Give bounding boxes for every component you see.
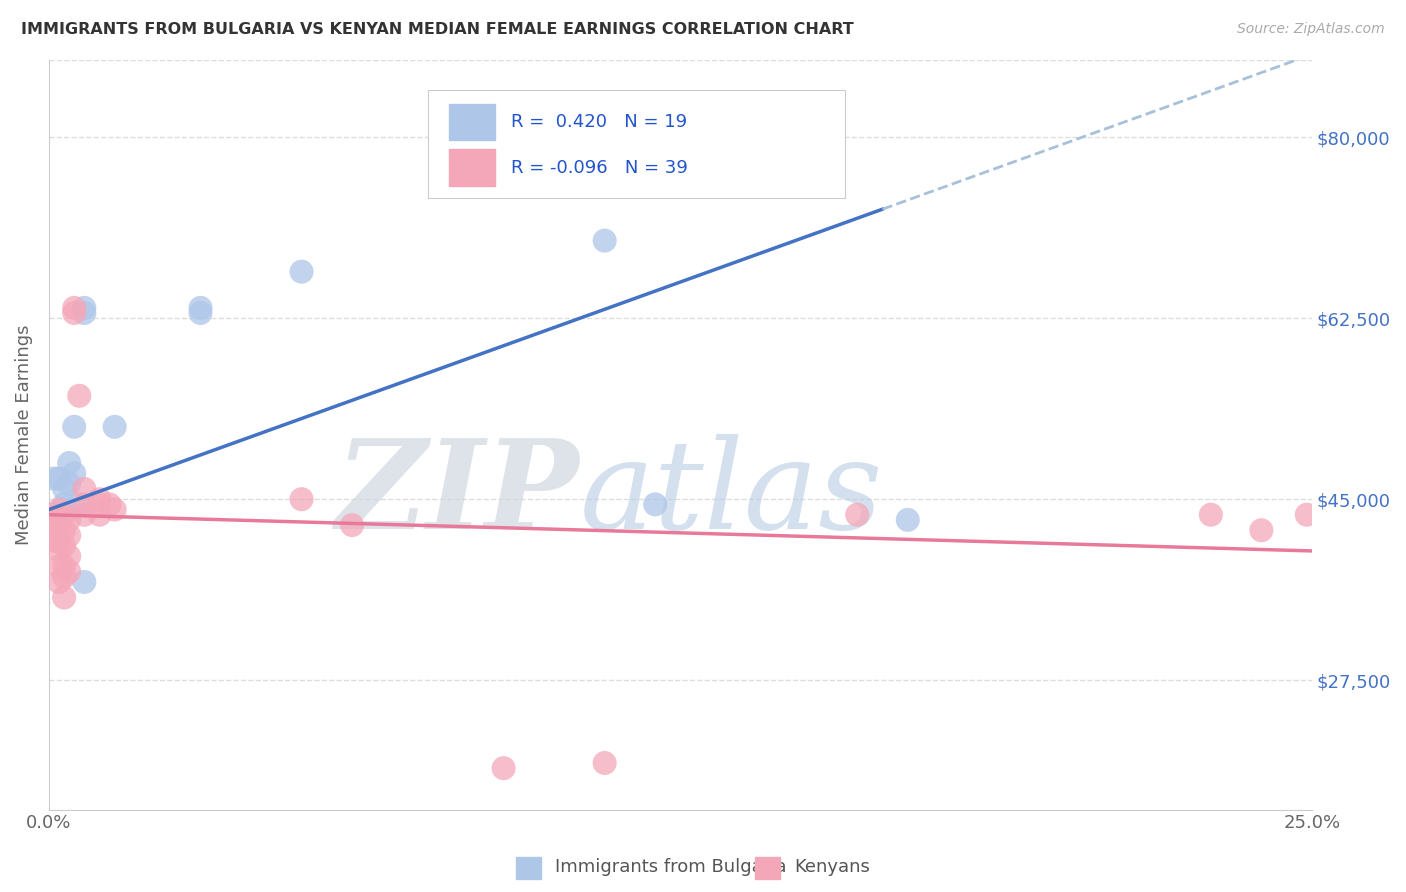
Text: Source: ZipAtlas.com: Source: ZipAtlas.com bbox=[1237, 22, 1385, 37]
Point bbox=[89, 497, 111, 511]
Point bbox=[63, 301, 86, 315]
Point bbox=[593, 756, 616, 770]
FancyBboxPatch shape bbox=[450, 149, 495, 186]
Point bbox=[42, 533, 65, 548]
Point bbox=[63, 419, 86, 434]
Point bbox=[42, 471, 65, 485]
Point bbox=[340, 518, 363, 533]
Point bbox=[58, 476, 80, 491]
Point bbox=[73, 482, 96, 496]
Point bbox=[98, 497, 121, 511]
Point bbox=[42, 508, 65, 522]
Point bbox=[48, 544, 70, 558]
Point bbox=[53, 508, 76, 522]
Point bbox=[73, 574, 96, 589]
Point bbox=[290, 265, 312, 279]
Point bbox=[1250, 523, 1272, 537]
Point bbox=[104, 419, 127, 434]
Point bbox=[53, 523, 76, 537]
Point bbox=[73, 301, 96, 315]
Point bbox=[73, 497, 96, 511]
Point bbox=[58, 456, 80, 470]
Point bbox=[42, 513, 65, 527]
Point bbox=[53, 482, 76, 496]
Point bbox=[67, 497, 90, 511]
Text: Immigrants from Bulgaria: Immigrants from Bulgaria bbox=[555, 858, 787, 876]
Text: Kenyans: Kenyans bbox=[794, 858, 870, 876]
Point bbox=[67, 389, 90, 403]
Point bbox=[63, 467, 86, 481]
Point bbox=[58, 513, 80, 527]
FancyBboxPatch shape bbox=[450, 103, 495, 140]
Point bbox=[53, 559, 76, 574]
Point bbox=[58, 565, 80, 579]
Point bbox=[53, 539, 76, 553]
Point bbox=[48, 533, 70, 548]
Text: atlas: atlas bbox=[579, 434, 883, 556]
Point bbox=[48, 502, 70, 516]
Point bbox=[593, 234, 616, 248]
Point bbox=[58, 549, 80, 563]
Point bbox=[1295, 508, 1317, 522]
Point bbox=[644, 497, 666, 511]
Point bbox=[73, 306, 96, 320]
Text: ZIP: ZIP bbox=[336, 434, 579, 556]
Text: IMMIGRANTS FROM BULGARIA VS KENYAN MEDIAN FEMALE EARNINGS CORRELATION CHART: IMMIGRANTS FROM BULGARIA VS KENYAN MEDIA… bbox=[21, 22, 853, 37]
Text: R =  0.420   N = 19: R = 0.420 N = 19 bbox=[512, 113, 688, 131]
Point bbox=[48, 518, 70, 533]
Point bbox=[48, 471, 70, 485]
Point bbox=[58, 528, 80, 542]
FancyBboxPatch shape bbox=[427, 89, 845, 198]
Point bbox=[48, 574, 70, 589]
Point bbox=[53, 497, 76, 511]
Point bbox=[63, 306, 86, 320]
Point bbox=[897, 513, 920, 527]
Y-axis label: Median Female Earnings: Median Female Earnings bbox=[15, 325, 32, 545]
Point bbox=[290, 492, 312, 507]
Point bbox=[104, 502, 127, 516]
Point bbox=[190, 301, 212, 315]
Text: R = -0.096   N = 39: R = -0.096 N = 39 bbox=[512, 159, 688, 177]
Point bbox=[190, 306, 212, 320]
Point bbox=[53, 591, 76, 605]
Point bbox=[53, 570, 76, 584]
Point bbox=[846, 508, 869, 522]
Point bbox=[89, 508, 111, 522]
Point bbox=[89, 492, 111, 507]
Point bbox=[42, 523, 65, 537]
Point bbox=[492, 761, 515, 775]
Point bbox=[1199, 508, 1222, 522]
Point bbox=[48, 559, 70, 574]
Point bbox=[73, 508, 96, 522]
